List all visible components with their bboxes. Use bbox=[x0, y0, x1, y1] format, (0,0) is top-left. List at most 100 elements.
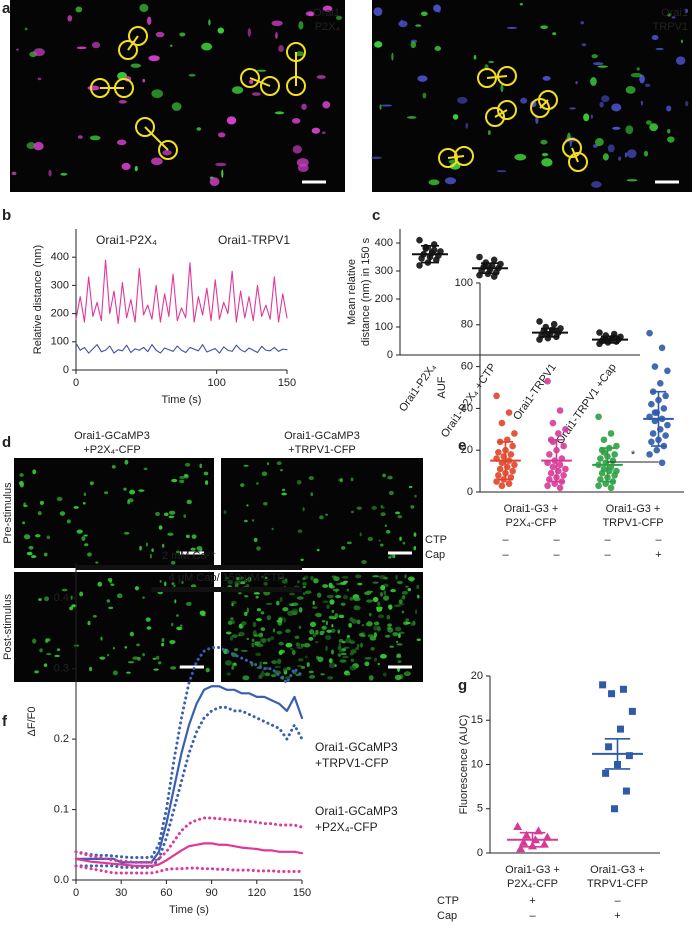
error-bar bbox=[604, 738, 631, 770]
point bbox=[505, 480, 513, 487]
spot bbox=[251, 519, 255, 522]
spot bbox=[540, 139, 548, 145]
panel-letter: d bbox=[2, 434, 11, 451]
spot bbox=[640, 100, 643, 106]
spot bbox=[325, 620, 328, 626]
spot bbox=[112, 670, 118, 676]
spot bbox=[296, 158, 309, 167]
x-tick-label: 100 bbox=[207, 377, 225, 389]
spot bbox=[387, 627, 394, 633]
spot bbox=[675, 56, 686, 65]
spot bbox=[19, 473, 24, 477]
x-tick-label: 30 bbox=[115, 887, 127, 899]
spot bbox=[267, 637, 271, 642]
condition-mark: + bbox=[529, 895, 535, 907]
error-bar bbox=[548, 438, 565, 483]
spot bbox=[161, 642, 165, 647]
spot bbox=[23, 504, 28, 507]
point bbox=[496, 465, 504, 473]
spot bbox=[302, 582, 307, 586]
spot bbox=[591, 181, 602, 188]
spot bbox=[247, 28, 251, 37]
point bbox=[605, 743, 613, 751]
spot bbox=[377, 614, 385, 619]
spot bbox=[316, 75, 326, 79]
condition-label: CTP bbox=[437, 895, 459, 907]
spot bbox=[107, 653, 110, 657]
y-tick-label: 0.0 bbox=[54, 874, 69, 886]
spot bbox=[230, 617, 234, 620]
spot bbox=[380, 585, 386, 591]
error-bar bbox=[541, 327, 559, 338]
panel-letter: e bbox=[458, 437, 466, 454]
spot bbox=[153, 668, 159, 671]
spot bbox=[181, 580, 184, 584]
spot bbox=[398, 20, 408, 28]
spot bbox=[611, 103, 622, 112]
spot bbox=[82, 501, 86, 505]
spot bbox=[667, 128, 671, 134]
point bbox=[595, 482, 602, 490]
spot bbox=[666, 105, 672, 112]
spot bbox=[255, 595, 259, 599]
treatment-label: 4 μM Cap/ 150 μM CTP bbox=[169, 572, 285, 584]
spot bbox=[136, 643, 140, 647]
spot bbox=[276, 619, 281, 623]
spot bbox=[177, 626, 181, 631]
x-tick-label: 120 bbox=[248, 887, 266, 899]
spot bbox=[326, 604, 330, 609]
spot bbox=[625, 86, 636, 94]
y-tick-label: 0.3 bbox=[54, 663, 69, 675]
spot bbox=[298, 21, 304, 30]
spot bbox=[392, 632, 399, 637]
spot bbox=[179, 32, 186, 37]
pair-ring bbox=[135, 117, 155, 137]
point bbox=[560, 471, 567, 479]
treatment-bar bbox=[151, 587, 302, 592]
spot bbox=[644, 83, 651, 88]
spot bbox=[239, 581, 246, 585]
spot bbox=[145, 542, 148, 547]
spot bbox=[321, 625, 327, 630]
spot bbox=[264, 672, 271, 677]
x-axis-label: Time (s) bbox=[162, 394, 202, 406]
spot bbox=[180, 624, 183, 627]
pair-ring bbox=[477, 68, 497, 88]
spot bbox=[241, 623, 245, 627]
spot bbox=[34, 670, 39, 674]
spot bbox=[291, 608, 299, 614]
spot bbox=[377, 662, 380, 666]
spot bbox=[395, 640, 399, 643]
spot bbox=[176, 550, 180, 554]
spot bbox=[174, 599, 177, 604]
spot bbox=[684, 8, 688, 13]
category-label: Orai1-TRPV1 bbox=[511, 362, 559, 423]
spot bbox=[583, 113, 590, 122]
spot bbox=[328, 658, 333, 664]
spot bbox=[410, 41, 417, 49]
spot bbox=[310, 674, 315, 679]
spot bbox=[300, 558, 304, 562]
spot bbox=[124, 459, 129, 465]
spot bbox=[151, 89, 164, 99]
legend-label: Orai1-P2X₄ bbox=[96, 233, 157, 247]
spot bbox=[380, 104, 393, 107]
x-tick-label: 90 bbox=[205, 887, 217, 899]
spot bbox=[223, 510, 227, 515]
spot bbox=[374, 41, 383, 48]
spot bbox=[238, 576, 244, 580]
category-label: Orai1-P2X₄ +CTP bbox=[439, 362, 499, 440]
spot bbox=[350, 658, 355, 663]
row-label: Post-stimulus bbox=[2, 593, 14, 660]
spot bbox=[581, 43, 587, 47]
spot bbox=[261, 575, 264, 578]
series-line bbox=[75, 259, 288, 325]
spot bbox=[618, 156, 622, 161]
spot bbox=[302, 592, 306, 596]
spot bbox=[130, 63, 141, 68]
spot bbox=[373, 632, 378, 638]
point bbox=[608, 690, 616, 698]
error-bar bbox=[421, 245, 439, 264]
legend-label: +P2X₄-CFP bbox=[315, 820, 378, 834]
